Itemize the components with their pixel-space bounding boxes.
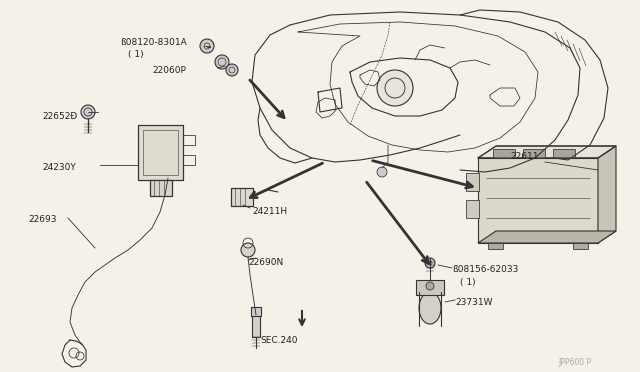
Text: 22611: 22611	[510, 152, 538, 161]
Bar	[231, 188, 253, 206]
Circle shape	[377, 70, 413, 106]
Bar	[251, 307, 261, 316]
Bar	[183, 135, 195, 145]
Circle shape	[377, 167, 387, 177]
Bar	[252, 315, 260, 337]
Bar	[523, 149, 545, 158]
Bar	[573, 243, 588, 249]
Text: 23731W: 23731W	[455, 298, 493, 307]
Text: JPP600 P: JPP600 P	[558, 358, 591, 367]
Bar	[231, 188, 253, 206]
Circle shape	[226, 64, 238, 76]
Bar	[150, 180, 172, 196]
Bar	[416, 280, 444, 295]
Circle shape	[425, 258, 435, 268]
Circle shape	[241, 243, 255, 257]
Circle shape	[200, 39, 214, 53]
Ellipse shape	[419, 292, 441, 324]
Text: ( 1): ( 1)	[460, 278, 476, 287]
Bar	[183, 155, 195, 165]
Bar	[488, 243, 503, 249]
Bar	[553, 149, 575, 158]
Text: 22652Đ: 22652Đ	[42, 112, 77, 121]
Text: ß08156-62033: ß08156-62033	[452, 265, 518, 274]
Polygon shape	[478, 231, 616, 243]
Text: ß08120-8301A: ß08120-8301A	[120, 38, 187, 47]
Text: 22690N: 22690N	[248, 258, 284, 267]
Bar	[466, 200, 479, 218]
Text: 22060P: 22060P	[152, 66, 186, 75]
Polygon shape	[598, 146, 616, 243]
Bar	[150, 180, 172, 196]
Circle shape	[81, 105, 95, 119]
Circle shape	[426, 282, 434, 290]
Text: 24230Y: 24230Y	[42, 163, 76, 172]
Bar	[138, 125, 183, 180]
Text: 22693: 22693	[28, 215, 56, 224]
Polygon shape	[478, 158, 598, 243]
Bar	[466, 173, 479, 191]
Bar	[138, 125, 183, 180]
Text: ( 1): ( 1)	[128, 50, 143, 59]
Bar	[143, 130, 178, 175]
Circle shape	[215, 55, 229, 69]
Polygon shape	[478, 146, 616, 158]
Text: SEC.240: SEC.240	[260, 336, 298, 345]
Bar	[493, 149, 515, 158]
Text: 24211H: 24211H	[252, 207, 287, 216]
